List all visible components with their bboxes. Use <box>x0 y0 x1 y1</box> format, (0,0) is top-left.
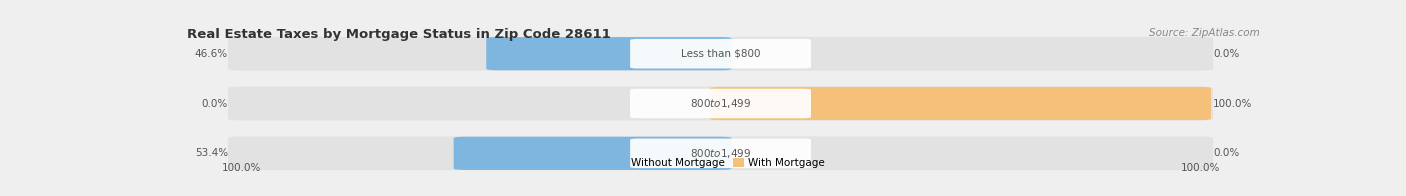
FancyBboxPatch shape <box>228 136 1213 170</box>
FancyBboxPatch shape <box>486 37 731 70</box>
Text: 100.0%: 100.0% <box>1180 163 1220 173</box>
Text: 0.0%: 0.0% <box>202 99 228 109</box>
FancyBboxPatch shape <box>630 39 811 68</box>
FancyBboxPatch shape <box>630 89 811 118</box>
Legend: Without Mortgage, With Mortgage: Without Mortgage, With Mortgage <box>613 154 828 172</box>
Text: Less than $800: Less than $800 <box>681 49 761 59</box>
FancyBboxPatch shape <box>228 87 1213 120</box>
Text: 100.0%: 100.0% <box>1213 99 1253 109</box>
Text: 53.4%: 53.4% <box>195 148 228 158</box>
Text: Real Estate Taxes by Mortgage Status in Zip Code 28611: Real Estate Taxes by Mortgage Status in … <box>187 28 610 41</box>
FancyBboxPatch shape <box>710 87 1211 120</box>
FancyBboxPatch shape <box>228 37 1213 71</box>
Text: 100.0%: 100.0% <box>221 163 262 173</box>
FancyBboxPatch shape <box>454 137 731 170</box>
Text: 0.0%: 0.0% <box>1213 49 1239 59</box>
Text: Source: ZipAtlas.com: Source: ZipAtlas.com <box>1149 28 1260 38</box>
Text: $800 to $1,499: $800 to $1,499 <box>690 147 751 160</box>
Text: 0.0%: 0.0% <box>1213 148 1239 158</box>
Text: $800 to $1,499: $800 to $1,499 <box>690 97 751 110</box>
FancyBboxPatch shape <box>630 139 811 168</box>
Text: 46.6%: 46.6% <box>195 49 228 59</box>
